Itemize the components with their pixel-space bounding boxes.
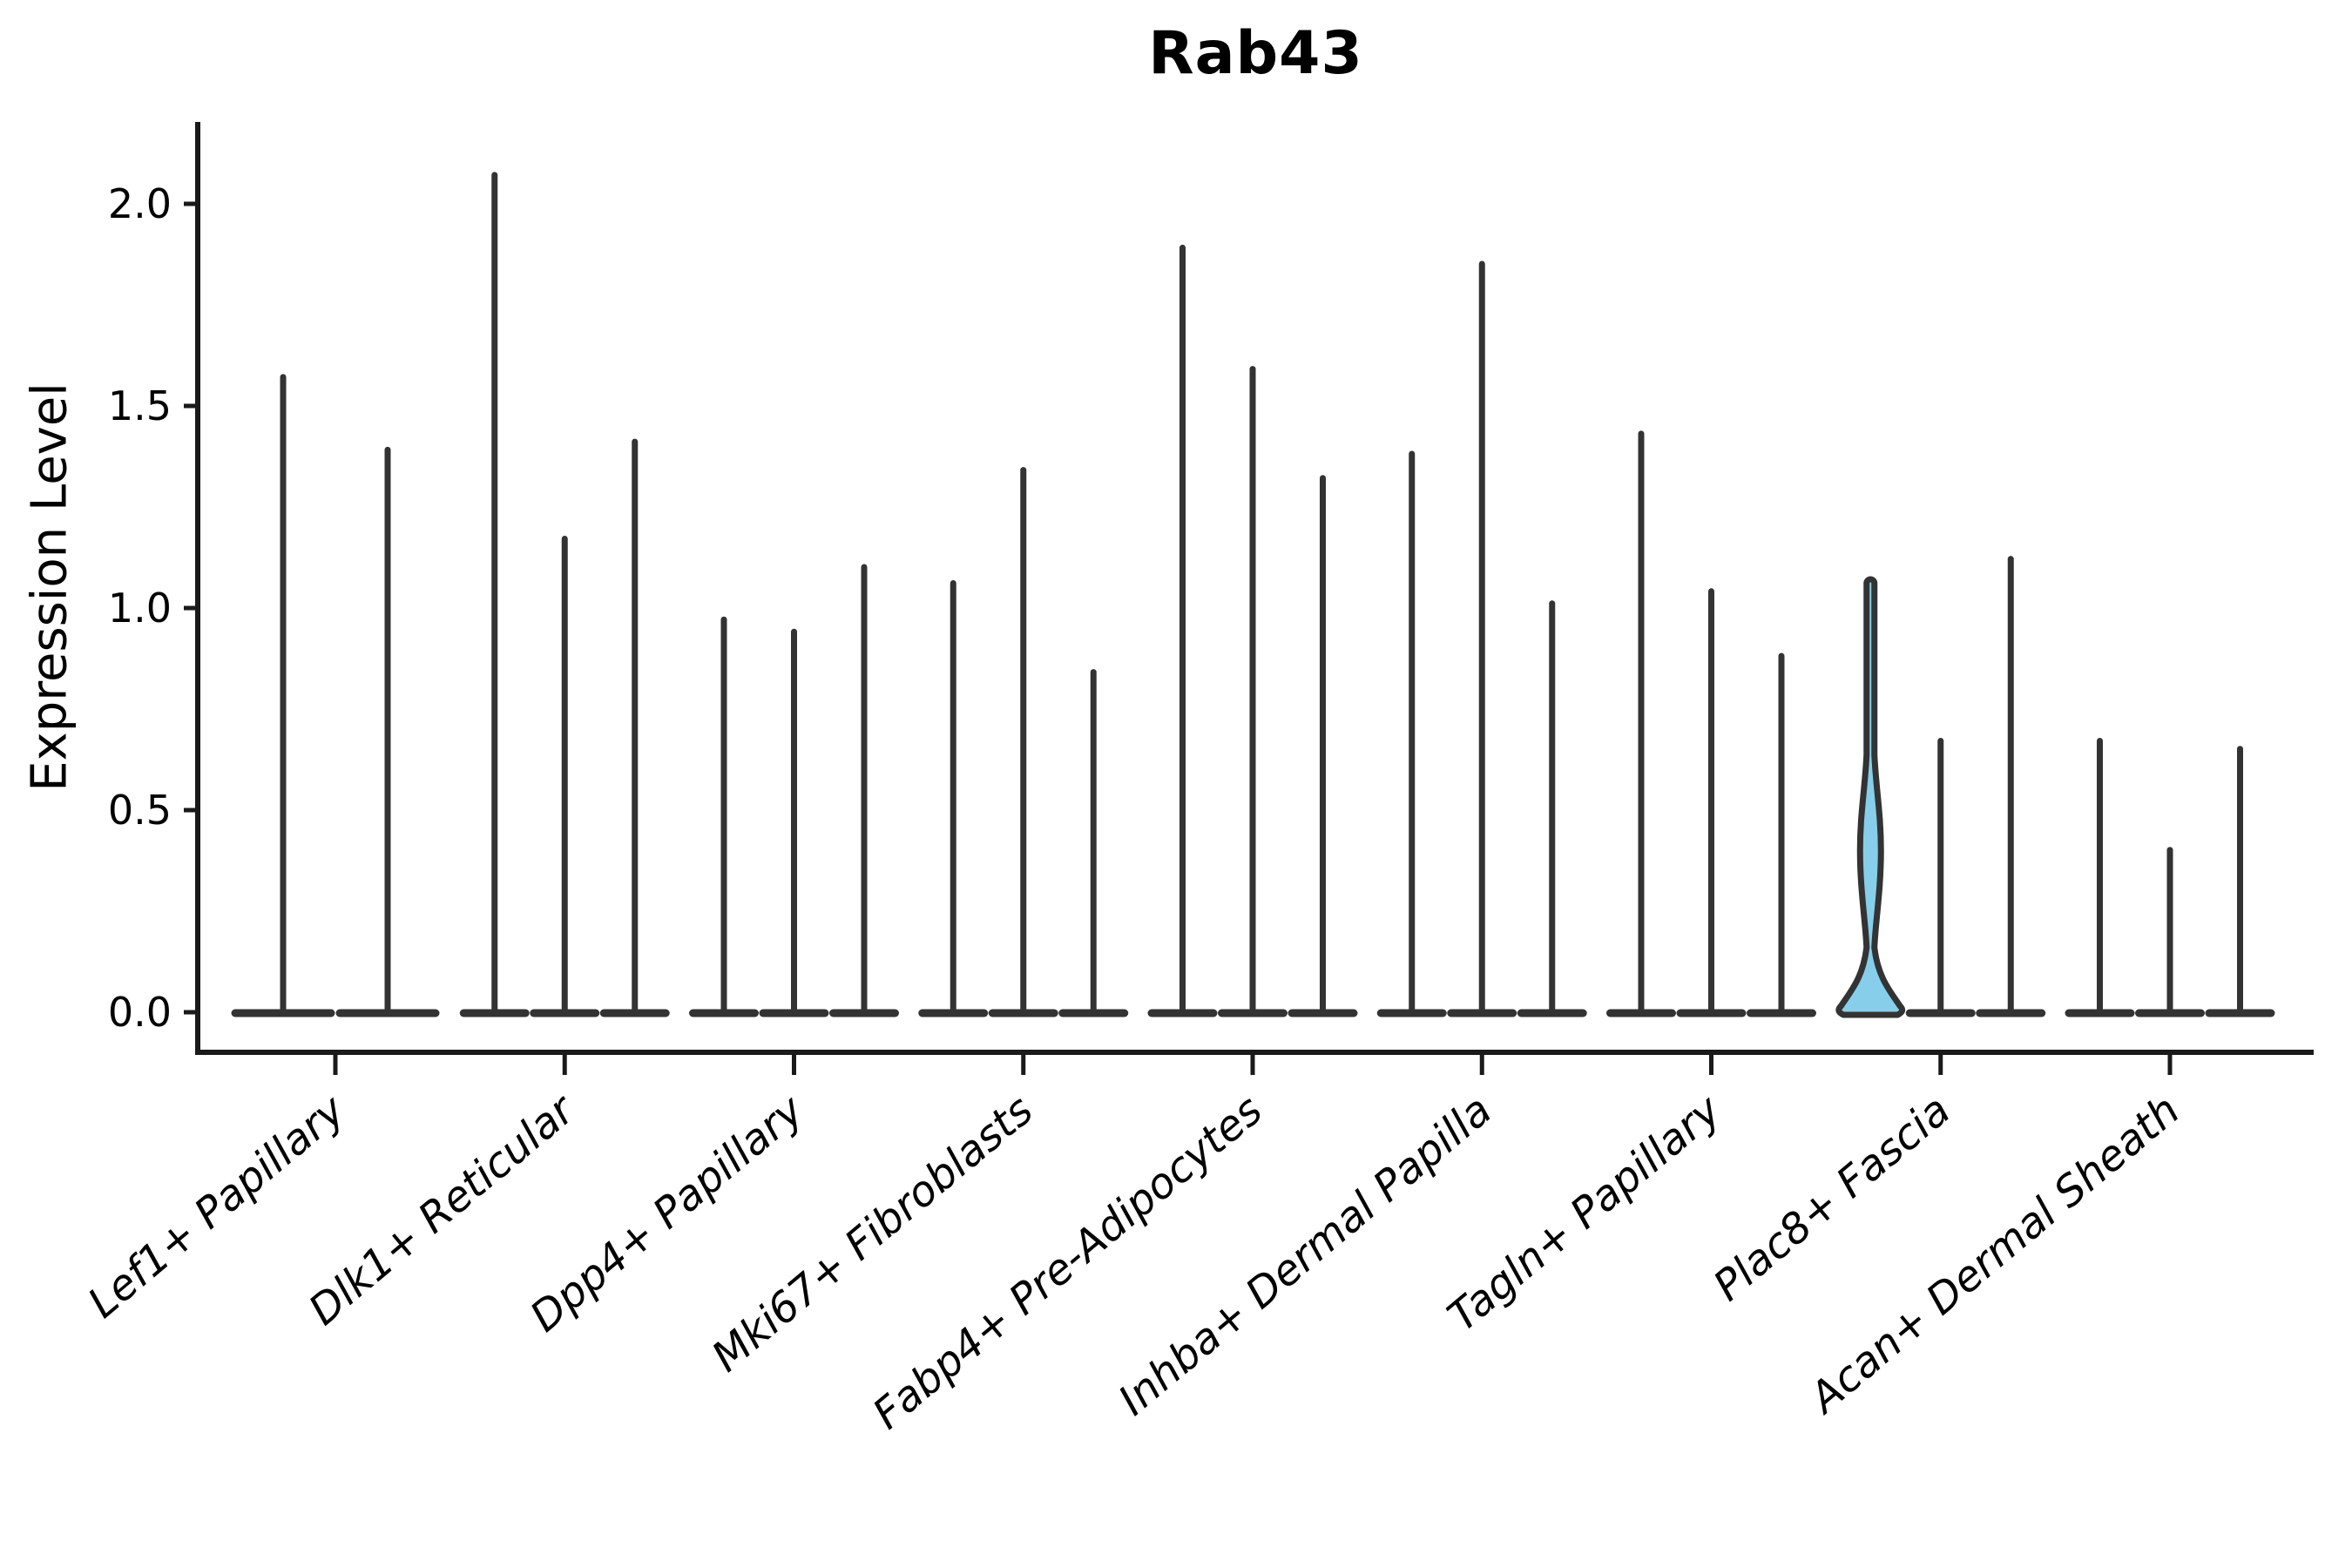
x-category-label: Plac8+ Fascia xyxy=(1705,1085,1960,1310)
highlighted-violin xyxy=(1835,576,1906,1018)
y-tick-label: 1.0 xyxy=(108,585,172,632)
x-category-label: Acan+ Dermal Sheath xyxy=(1799,1085,2189,1423)
x-category-label: Fabp4+ Pre-Adipocytes xyxy=(864,1085,1272,1439)
y-tick-label: 0.5 xyxy=(108,787,172,834)
y-tick-label: 0.0 xyxy=(108,989,172,1036)
chart-title: Rab43 xyxy=(1148,19,1363,88)
x-category-label: Inhba+ Dermal Papilla xyxy=(1110,1085,1501,1425)
y-tick-label: 1.5 xyxy=(108,382,172,429)
y-tick-label: 2.0 xyxy=(108,180,172,227)
